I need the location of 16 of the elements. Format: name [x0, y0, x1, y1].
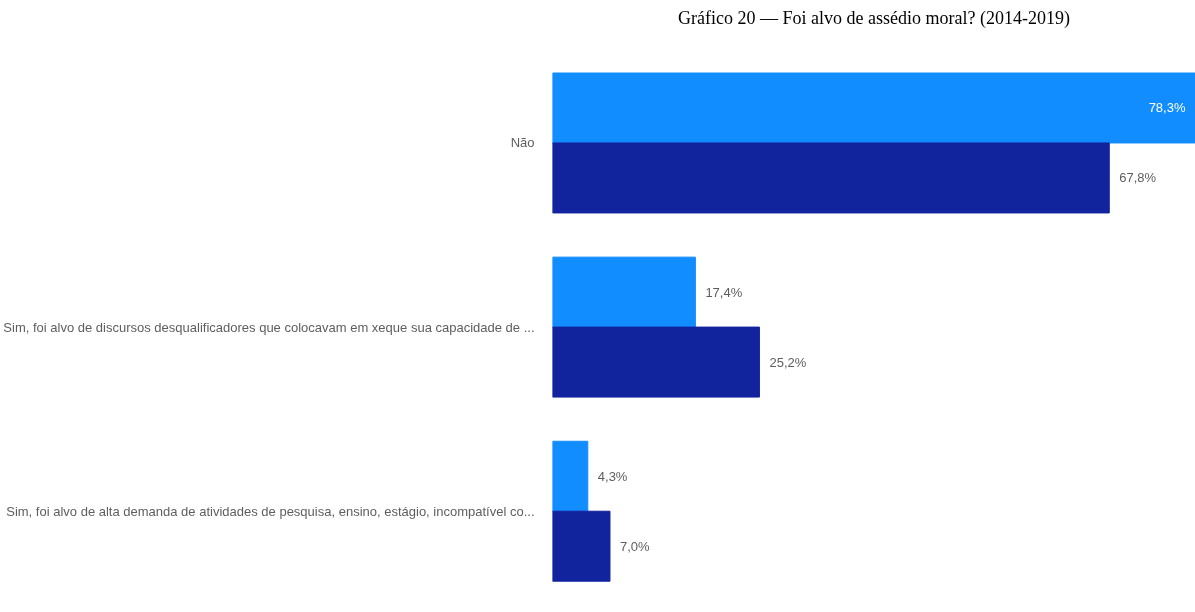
data-label: 25,2%	[769, 354, 807, 370]
chart-title: Gráfico 20 — Foi alvo de assédio moral? (2014-2019)	[678, 7, 1070, 29]
y-tick-label: Não	[510, 135, 535, 151]
y-tick-label: Sim, foi alvo de discursos desqualificadores que colocavam em xeque sua capacidade de ...	[3, 319, 535, 335]
data-label: 78,3%	[1148, 100, 1186, 116]
data-label: 17,4%	[705, 284, 743, 300]
data-label: 7,0%	[619, 538, 651, 554]
bar	[552, 326, 760, 398]
bar	[552, 440, 589, 512]
bar	[552, 510, 611, 582]
bar	[552, 256, 696, 328]
bar	[552, 72, 1195, 144]
bar	[552, 142, 1110, 214]
data-label: 4,3%	[597, 468, 628, 484]
data-label: 67,8%	[1119, 170, 1157, 186]
y-tick-label: Sim, foi alvo de alta demanda de atividades de pesquisa, ensino, estágio, incompatível co...	[6, 503, 535, 519]
